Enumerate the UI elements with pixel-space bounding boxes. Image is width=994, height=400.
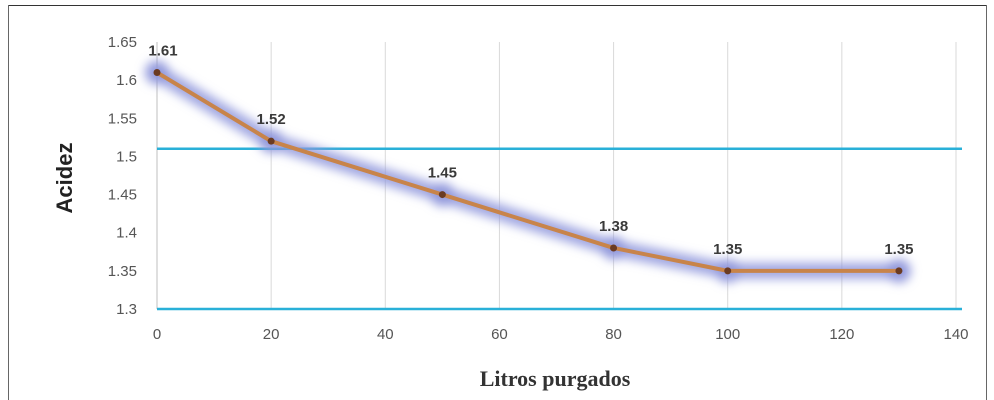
- data-point: [610, 244, 618, 252]
- x-tick-label: 120: [829, 326, 854, 343]
- series-glow: [145, 60, 911, 283]
- y-tick-label: 1.5: [116, 148, 137, 165]
- x-axis-label: Litros purgados: [480, 366, 631, 391]
- y-tick-label: 1.6: [116, 72, 137, 89]
- x-tick-label: 80: [605, 326, 622, 343]
- data-label: 1.35: [884, 241, 913, 258]
- data-point: [153, 69, 161, 77]
- data-label: 1.45: [428, 165, 457, 182]
- x-tick-labels: 0 20 40 60 80 100 120 140: [153, 326, 969, 343]
- y-tick-label: 1.55: [108, 110, 137, 127]
- gridlines: [156, 42, 957, 309]
- series-line: [155, 70, 901, 273]
- data-label: 1.38: [599, 218, 628, 235]
- x-tick-label: 140: [943, 326, 968, 343]
- data-point: [438, 191, 446, 199]
- x-tick-label: 20: [263, 326, 280, 343]
- data-point: [724, 267, 732, 275]
- series-glow-path: [149, 64, 907, 279]
- frame-right-border: [986, 5, 987, 400]
- data-label: 1.52: [257, 111, 286, 128]
- y-tick-label: 1.35: [108, 263, 137, 280]
- y-tick-label: 1.4: [116, 225, 137, 242]
- y-tick-label: 1.65: [108, 34, 137, 51]
- x-tick-label: 0: [153, 326, 161, 343]
- y-tick-label: 1.45: [108, 187, 137, 204]
- y-axis-label: Acidez: [52, 143, 77, 214]
- y-tick-label: 1.3: [116, 301, 137, 318]
- x-tick-label: 40: [377, 326, 394, 343]
- data-point: [895, 267, 903, 275]
- x-tick-label: 60: [491, 326, 508, 343]
- data-point: [267, 137, 275, 145]
- data-label: 1.61: [148, 43, 177, 60]
- frame-top-border: [8, 5, 986, 6]
- data-label: 1.35: [713, 241, 742, 258]
- data-points: [153, 69, 903, 275]
- y-tick-labels: 1.3 1.35 1.4 1.45 1.5 1.55 1.6 1.65: [108, 34, 137, 318]
- x-tick-label: 100: [715, 326, 740, 343]
- data-labels: 1.61 1.52 1.45 1.38 1.35 1.35: [148, 43, 913, 258]
- series-line-layer: [155, 70, 901, 273]
- frame-left-border: [8, 5, 9, 400]
